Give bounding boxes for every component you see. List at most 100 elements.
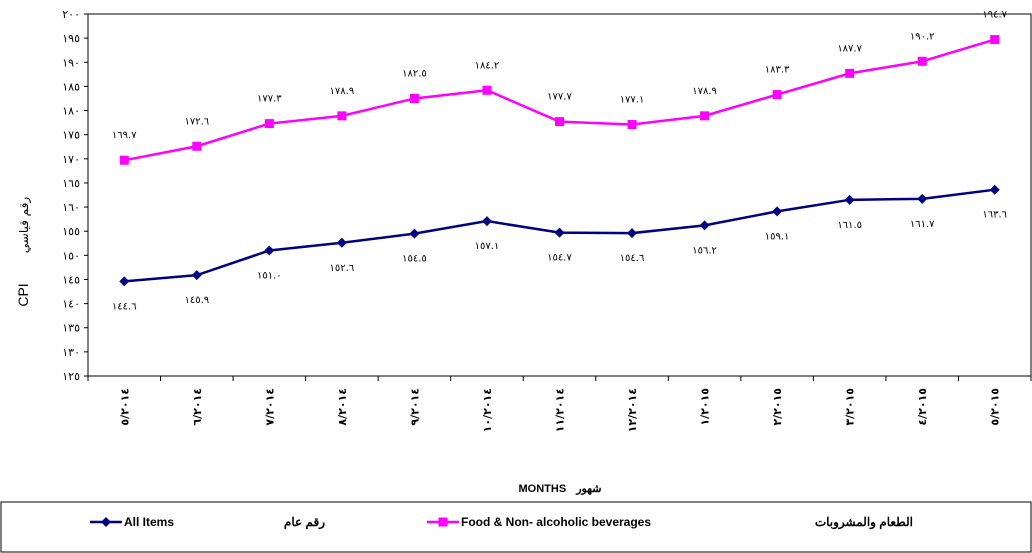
y-axis-title: CPI رقم قياسي <box>15 197 32 307</box>
data-label: ١٥٧.١ <box>475 241 500 252</box>
data-label: ١٧٧.٧ <box>547 92 572 103</box>
x-tick-label: ٣/٢٠١٥ <box>844 388 857 426</box>
data-point-marker <box>917 193 928 204</box>
legend: All Items رقم عام Food & Non- alcoholic be… <box>90 515 913 530</box>
data-point-marker <box>845 68 855 78</box>
x-tick-label: ١٠/٢٠١٤ <box>481 388 494 432</box>
x-axis-ticks: ٥/٢٠١٤ ٦/٢٠١٤ ٧/٢٠١٤ ٨/٢٠١٤ ٩/٢٠١٤ ١٠/٢٠١٤ ١١/… <box>87 376 1032 432</box>
data-point-marker <box>191 270 202 281</box>
x-tick-label: ٥/٢٠١٤ <box>118 388 131 426</box>
data-label: ١٥١.٠ <box>257 271 282 282</box>
y-tick-label: ١٤٥ <box>62 273 80 286</box>
x-axis-title-ar: شهور <box>575 483 601 495</box>
y-tick-label: ١٧٠ <box>62 153 80 166</box>
data-point-marker <box>990 35 1000 45</box>
data-labels-layer: ١٦٩.٧ ١٧٢.٦ ١٧٧.٣ ١٧٨.٩ ١٨٢.٥ ١٨٤.٢ ١٧٧.٧ ١٧٧.١… <box>112 10 1008 313</box>
data-label: ١٤٤.٦ <box>112 301 137 312</box>
data-label: ١٧٢.٦ <box>184 116 209 127</box>
data-point-marker <box>409 228 420 239</box>
data-point-marker <box>844 194 855 205</box>
data-point-marker <box>554 227 565 238</box>
data-label: ١٨٢.٥ <box>402 68 427 79</box>
legend-swatch-marker <box>438 517 448 527</box>
data-point-marker <box>482 85 492 95</box>
data-label: ١٦١.٧ <box>910 219 935 230</box>
x-tick-label: ٨/٢٠١٤ <box>336 388 349 426</box>
data-label: ١٩٠.٢ <box>910 31 935 42</box>
data-point-marker <box>409 93 419 103</box>
data-label: ١٥٢.٦ <box>330 263 355 274</box>
data-point-marker <box>264 119 274 129</box>
data-label: ١٥٩.١ <box>765 231 790 242</box>
data-point-marker <box>264 245 275 256</box>
data-label: ١٧٨.٩ <box>692 86 717 97</box>
data-point-marker <box>481 216 492 227</box>
x-axis-title-en: MONTHS <box>519 483 567 495</box>
data-label: ١٨٣.٣ <box>765 65 790 76</box>
x-tick-label: ٧/٢٠١٤ <box>263 388 276 426</box>
x-axis-title: MONTHS شهور <box>519 483 602 495</box>
legend-box <box>0 501 1032 553</box>
data-point-marker <box>772 206 783 217</box>
y-tick-label: ١٣٠ <box>62 346 80 359</box>
x-tick-label: ٩/٢٠١٤ <box>408 388 421 426</box>
x-tick-label: ٥/٢٠١٥ <box>989 388 1002 426</box>
data-label: ١٧٧.٣ <box>257 94 282 105</box>
x-tick-label: ٢/٢٠١٥ <box>771 388 784 426</box>
y-tick-label: ١٤٠ <box>62 298 80 311</box>
data-point-marker <box>627 120 637 130</box>
data-label: ١٦٩.٧ <box>112 130 137 141</box>
y-tick-label: ١٩٠ <box>62 56 80 69</box>
data-point-marker <box>336 237 347 248</box>
data-point-marker <box>192 141 202 151</box>
data-label: ١٤٥.٩ <box>184 295 209 306</box>
data-label: ١٨٧.٧ <box>837 43 862 54</box>
y-tick-label: ١٥٥ <box>62 225 80 238</box>
data-label: ١٥٤.٦ <box>620 253 645 264</box>
data-point-marker <box>337 111 347 121</box>
legend-swatch-marker <box>101 517 111 527</box>
y-tick-label: ١٣٥ <box>62 322 80 335</box>
data-point-marker <box>627 228 638 239</box>
legend-label-ar: رقم عام <box>284 515 325 530</box>
y-tick-label: ١٦٥ <box>62 177 80 190</box>
y-tick-label: ٢٠٠ <box>62 8 80 21</box>
y-tick-label: ١٧٥ <box>62 129 80 142</box>
y-tick-label: ١٩٥ <box>62 32 80 45</box>
data-label: ١٩٤.٧ <box>982 10 1007 21</box>
data-point-marker <box>917 56 927 66</box>
y-tick-label: ١٦٠ <box>62 201 80 214</box>
y-tick-label: ١٨٥ <box>62 80 80 93</box>
y-axis-ticks: ١٢٥ ١٣٠ ١٣٥ ١٤٠ ١٤٥ ١٥٠ ١٥٥ ١٦٠ ١٦٥ ١٧٠ ١٧٥ ١٨٠ ١٨٥ ١… <box>62 8 88 383</box>
data-point-marker <box>119 155 129 165</box>
x-tick-label: ١١/٢٠١٤ <box>554 388 567 432</box>
data-label: ١٥٦.٢ <box>692 245 717 256</box>
legend-label-en: Food & Non- alcoholic beverages <box>461 515 651 529</box>
plot-area-frame <box>87 13 1032 377</box>
x-tick-label: ١/٢٠١٥ <box>699 388 712 426</box>
data-point-marker <box>699 220 710 231</box>
data-label: ١٥٤.٥ <box>402 254 427 265</box>
y-tick-label: ١٨٠ <box>62 105 80 118</box>
data-label: ١٨٤.٢ <box>475 60 500 71</box>
x-tick-label: ٤/٢٠١٥ <box>916 388 929 426</box>
data-label: ١٦٣.٦ <box>982 210 1007 221</box>
data-point-marker <box>700 111 710 121</box>
data-label: ١٧٧.١ <box>620 95 645 106</box>
data-label: ١٥٤.٧ <box>547 253 572 264</box>
data-label: ١٧٨.٩ <box>330 86 355 97</box>
data-label: ١٦١.٥ <box>837 220 862 231</box>
legend-label-en: All Items <box>124 515 174 529</box>
x-tick-label: ٦/٢٠١٤ <box>191 388 204 426</box>
x-tick-label: ١٢/٢٠١٤ <box>626 388 639 432</box>
y-axis-title-ar: رقم قياسي <box>17 197 32 254</box>
data-point-marker <box>772 90 782 100</box>
y-tick-label: ١٢٥ <box>62 370 80 383</box>
data-point-marker <box>555 117 564 127</box>
y-tick-label: ١٥٠ <box>62 249 80 262</box>
y-axis-title-en: CPI <box>15 283 31 306</box>
data-point-marker <box>119 276 130 287</box>
legend-label-ar: الطعام والمشروبات <box>815 515 913 530</box>
data-point-marker <box>989 184 1000 195</box>
